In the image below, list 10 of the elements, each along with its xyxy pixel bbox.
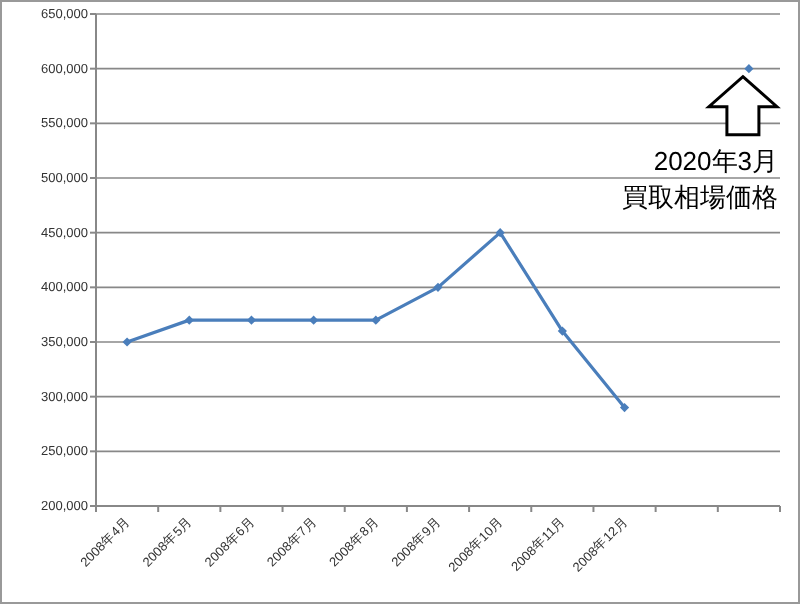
point [184, 315, 194, 325]
point [495, 228, 505, 238]
point [557, 326, 567, 336]
point [744, 64, 754, 74]
point [619, 403, 630, 413]
annotation: 2020年3月 [653, 146, 778, 176]
point [433, 282, 443, 292]
point [371, 315, 381, 325]
point [122, 337, 132, 347]
annotation: 買取相場価格 [622, 182, 778, 212]
